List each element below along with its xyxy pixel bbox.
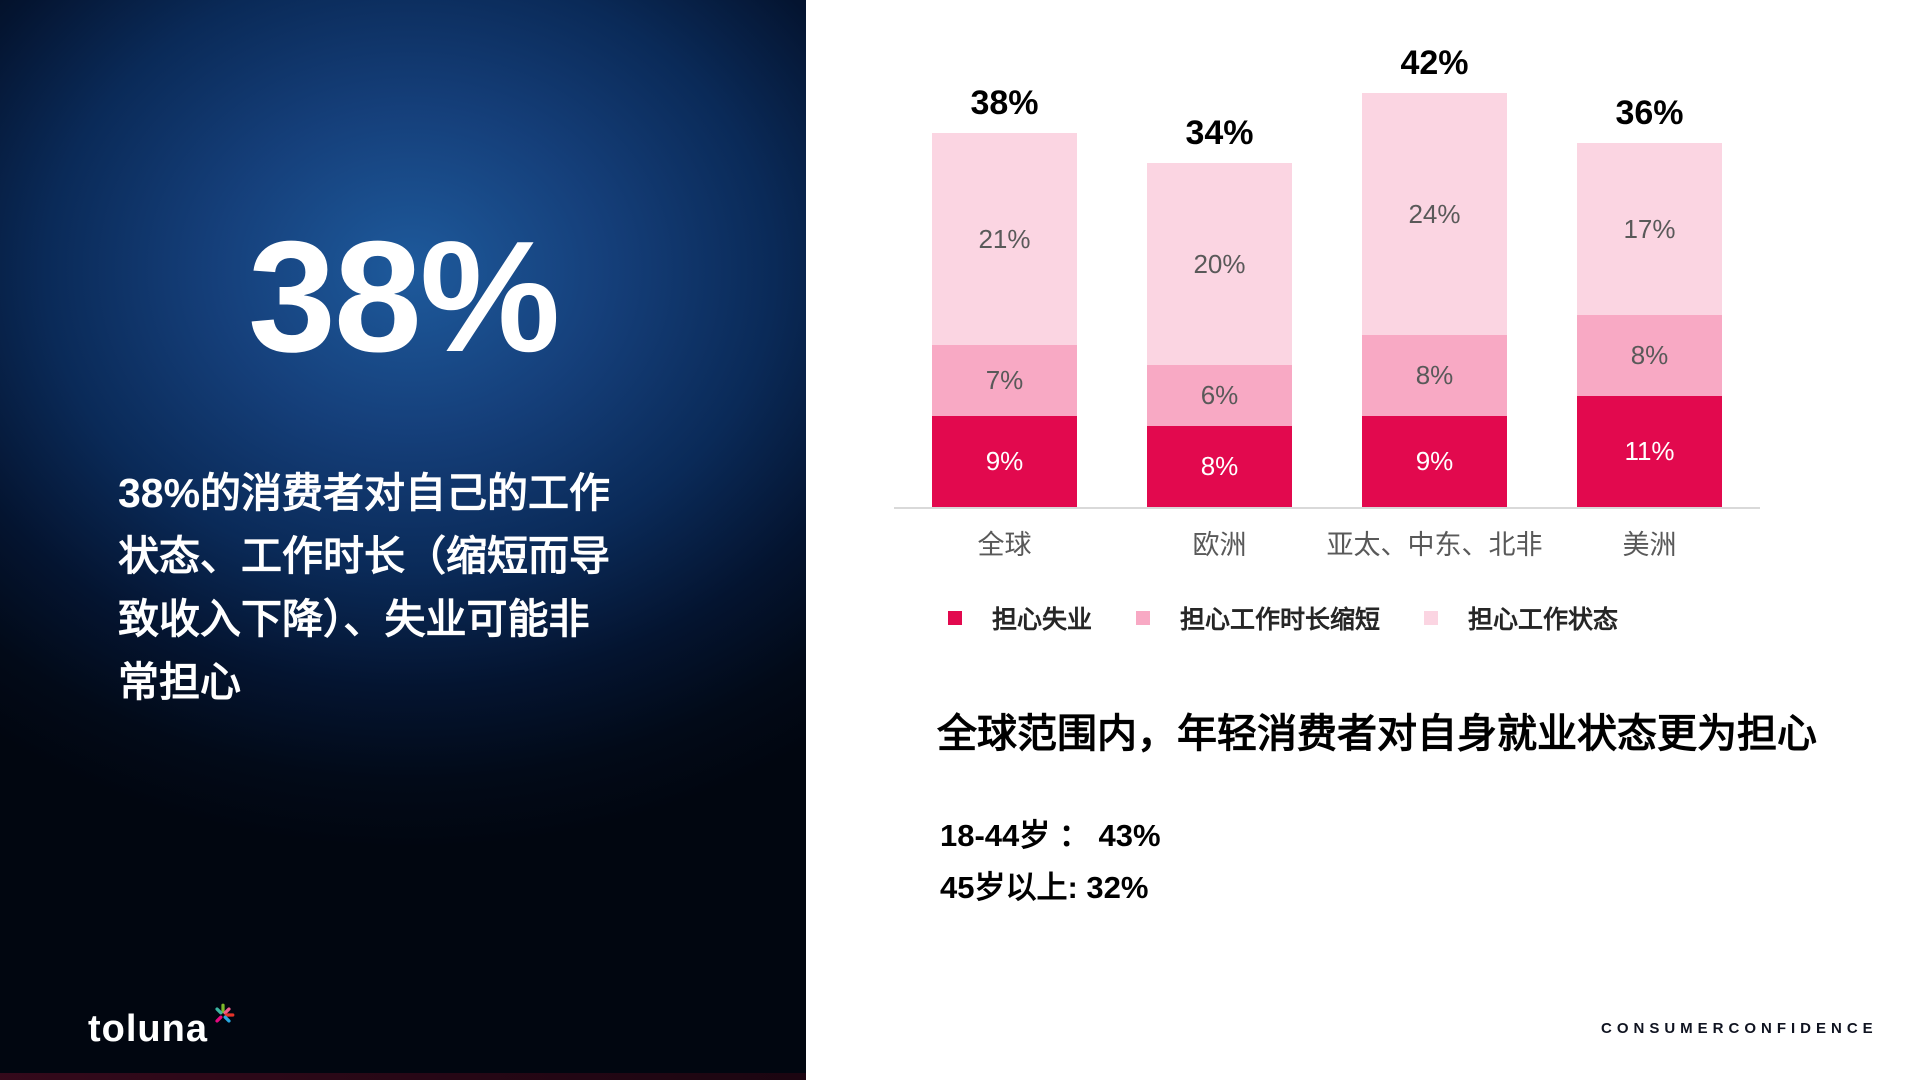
category-label: 亚太、中东、北非	[1326, 530, 1543, 560]
footer-brand: CONSUMERCONFIDENCE	[1601, 1020, 1878, 1037]
bar-segment-worried-job-status: 17%	[1577, 143, 1722, 315]
chart-bars: 38% 21% 7% 9% 34% 20% 6% 8% 42% 24% 8% 9% 36% 17% 8% 11…	[894, 44, 1760, 509]
legend-marker-icon	[948, 611, 962, 625]
bar-segment-worried-reduced-hours: 8%	[1577, 315, 1722, 396]
bar-group: 36% 17% 8% 11%	[1577, 94, 1722, 507]
legend-label: 担心工作时长缩短	[1180, 606, 1381, 634]
bar-segment-worried-unemployment: 11%	[1577, 396, 1722, 507]
bar-stack: 20% 6% 8%	[1147, 163, 1292, 507]
bar-segment-worried-reduced-hours: 8%	[1362, 335, 1507, 416]
category-label: 全球	[977, 530, 1032, 560]
legend-label: 担心工作状态	[1468, 606, 1619, 634]
bar-total-label: 38%	[970, 84, 1039, 122]
bar-total-label: 36%	[1615, 94, 1684, 132]
bar-chart: 38% 21% 7% 9% 34% 20% 6% 8% 42% 24% 8% 9% 36% 17% 8% 11…	[894, 44, 1760, 562]
legend-item-worried-job-status: 担心工作状态	[1424, 600, 1618, 636]
bar-segment-worried-job-status: 20%	[1147, 163, 1292, 365]
bar-segment-worried-unemployment: 9%	[1362, 416, 1507, 507]
age-stats: 18-44岁 ： 43% 45岁以上: 32%	[940, 810, 1161, 914]
bar-group: 34% 20% 6% 8%	[1147, 114, 1292, 507]
toluna-logo-text: toluna	[88, 1008, 208, 1050]
headline-description: 38%的消费者对自己的工作 状态、工作时长（缩短而导 致收入下降）、失业可能非 …	[118, 470, 611, 705]
stat-line-young: 18-44岁 ： 43%	[940, 818, 1161, 853]
left-panel: 38% 38%的消费者对自己的工作 状态、工作时长（缩短而导 致收入下降）、失业…	[0, 0, 806, 1080]
category-label: 美洲	[1622, 530, 1677, 560]
bar-segment-worried-job-status: 21%	[932, 133, 1077, 345]
legend-marker-icon	[1136, 611, 1151, 625]
bar-total-label: 34%	[1185, 114, 1254, 152]
bar-total-label: 42%	[1400, 44, 1469, 82]
legend-item-worried-unemployment: 担心失业	[948, 600, 1092, 636]
category-label: 欧洲	[1192, 530, 1247, 560]
bar-stack: 24% 8% 9%	[1362, 93, 1507, 507]
bar-segment-worried-unemployment: 8%	[1147, 426, 1292, 507]
bottom-accent-strip	[0, 1073, 806, 1080]
headline-percentage: 38%	[248, 209, 560, 385]
bar-segment-worried-job-status: 24%	[1362, 93, 1507, 335]
chart-legend: 担心失业 担心工作时长缩短 担心工作状态	[948, 600, 1618, 636]
bar-segment-worried-reduced-hours: 7%	[932, 345, 1077, 416]
legend-label: 担心失业	[992, 606, 1093, 634]
bar-group: 42% 24% 8% 9%	[1362, 44, 1507, 507]
insight-title: 全球范围内，年轻消费者对自身就业状态更为担心	[937, 712, 1817, 756]
bar-stack: 21% 7% 9%	[932, 133, 1077, 507]
bar-stack: 17% 8% 11%	[1577, 143, 1722, 507]
legend-item-worried-reduced-hours: 担心工作时长缩短	[1136, 600, 1380, 636]
right-panel: 38% 21% 7% 9% 34% 20% 6% 8% 42% 24% 8% 9% 36% 17% 8% 11…	[806, 0, 1920, 1080]
stat-line-older: 45岁以上: 32%	[940, 870, 1149, 905]
bar-segment-worried-reduced-hours: 6%	[1147, 365, 1292, 426]
chart-categories: 全球 欧洲 亚太、中东、北非 美洲	[894, 523, 1760, 562]
bar-segment-worried-unemployment: 9%	[932, 416, 1077, 507]
bar-group: 38% 21% 7% 9%	[932, 84, 1077, 507]
toluna-logo: toluna	[88, 1003, 236, 1050]
toluna-asterisk-icon	[215, 1003, 235, 1023]
legend-marker-icon	[1424, 611, 1439, 625]
